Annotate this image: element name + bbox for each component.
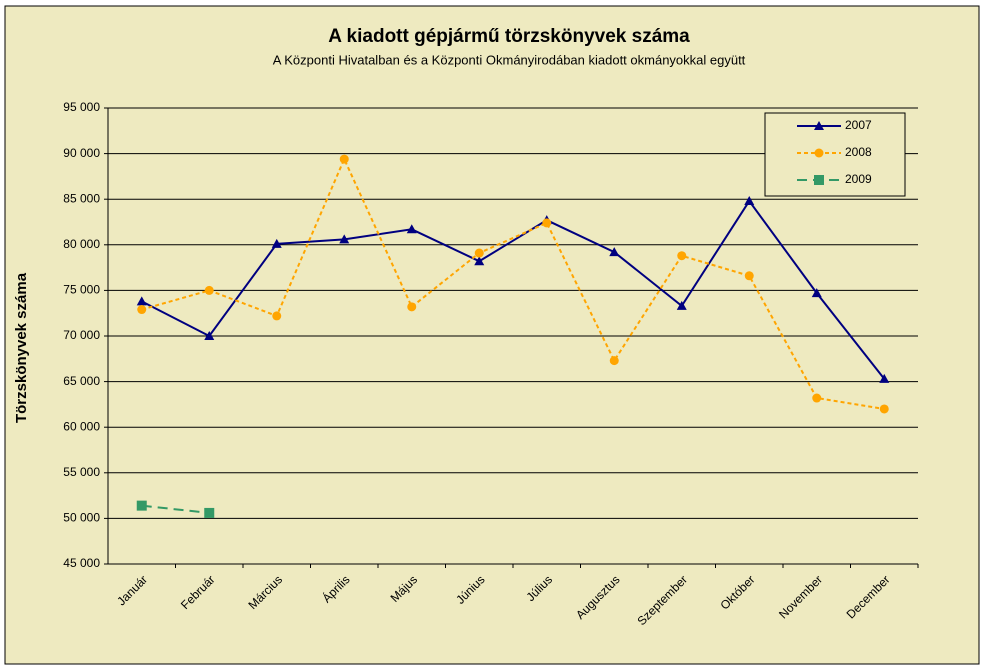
data-point: [204, 285, 214, 295]
chart-subtitle: A Központi Hivatalban és a Központi Okmá…: [273, 52, 746, 67]
y-tick-label: 65 000: [63, 374, 100, 388]
y-tick-label: 95 000: [63, 100, 100, 114]
chart-background: [4, 5, 980, 665]
data-point: [339, 154, 349, 164]
data-point: [811, 288, 822, 298]
data-point: [744, 196, 755, 206]
legend-marker: [814, 148, 824, 158]
chart-title: A kiadott gépjármű törzskönyvek száma: [328, 26, 690, 47]
y-tick-label: 90 000: [63, 146, 100, 160]
data-point: [744, 271, 754, 281]
data-point: [879, 404, 889, 414]
y-tick-label: 50 000: [63, 511, 100, 525]
data-point: [271, 238, 282, 248]
data-point: [204, 331, 215, 340]
data-point: [339, 234, 350, 244]
data-point: [474, 248, 484, 258]
legend-label: 2009: [845, 172, 872, 186]
data-point: [406, 224, 417, 234]
data-point: [137, 305, 147, 315]
y-tick-label: 55 000: [63, 465, 100, 479]
data-point: [812, 393, 822, 403]
data-point: [609, 356, 619, 366]
series-line: [141, 199, 886, 380]
data-point: [272, 311, 282, 321]
series-line: [141, 504, 210, 514]
legend-label: 2008: [845, 145, 872, 159]
data-point: [677, 251, 687, 261]
series-line: [141, 156, 885, 410]
legend-marker: [814, 175, 824, 185]
data-point: [609, 247, 620, 257]
y-axis-label: Törzskönyvek száma: [13, 272, 30, 423]
data-point: [879, 373, 890, 383]
data-point: [136, 296, 147, 306]
y-tick-label: 85 000: [63, 191, 100, 205]
data-point: [474, 256, 485, 266]
legend-marker: [814, 121, 824, 130]
y-tick-label: 80 000: [63, 237, 100, 251]
data-point: [204, 507, 215, 518]
data-point: [136, 500, 147, 511]
data-point: [407, 302, 417, 312]
legend-label: 2007: [845, 118, 872, 132]
data-point: [542, 218, 552, 228]
y-tick-label: 70 000: [63, 328, 100, 342]
y-tick-label: 45 000: [63, 556, 100, 570]
data-point: [676, 300, 687, 310]
y-tick-label: 60 000: [63, 419, 100, 433]
y-tick-label: 75 000: [63, 283, 100, 297]
